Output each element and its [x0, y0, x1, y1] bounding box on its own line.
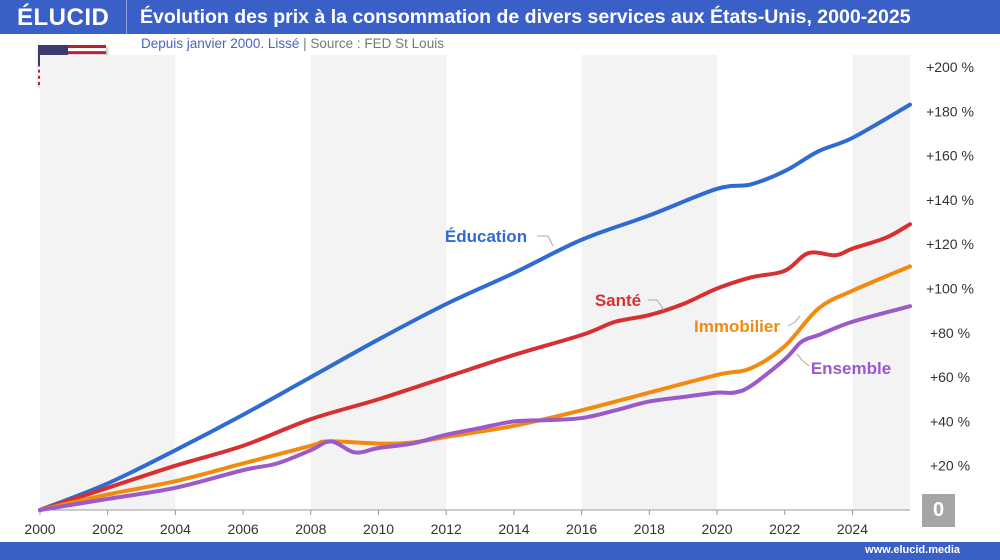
footer-bar: www.elucid.media — [0, 542, 1000, 560]
y-tick-label: +20 % — [930, 458, 970, 474]
header-bar: ÉLUCID Évolution des prix à la consommat… — [0, 0, 1000, 34]
series-label: Éducation — [445, 227, 527, 246]
series-label: Santé — [595, 291, 641, 310]
y-tick-label: +60 % — [930, 369, 970, 385]
x-tick-label: 2018 — [634, 521, 665, 537]
x-tick-label: 2008 — [295, 521, 326, 537]
chart-subtitle: Depuis janvier 2000. Lissé | Source : FE… — [141, 36, 444, 51]
background-band — [40, 55, 176, 510]
label-leader-line — [796, 353, 810, 367]
y-tick-label: +100 % — [926, 281, 974, 297]
y-tick-label: +200 % — [926, 59, 974, 75]
y-tick-label: +40 % — [930, 413, 970, 429]
x-tick-label: 2024 — [837, 521, 868, 537]
label-leader-line — [787, 315, 801, 327]
label-leader-line — [648, 299, 665, 311]
x-tick-label: 2014 — [498, 521, 529, 537]
label-leader-line — [537, 235, 554, 247]
subtitle-separator: | — [303, 36, 307, 51]
series-line-ensemble — [38, 304, 912, 512]
x-tick-label: 2004 — [160, 521, 191, 537]
zero-badge: 0 — [922, 494, 955, 527]
series-label: Ensemble — [811, 359, 891, 378]
elucid-logo: ÉLUCID — [17, 4, 110, 31]
series-label: Immobilier — [694, 317, 780, 336]
x-tick-label: 2016 — [566, 521, 597, 537]
series-line-éducation — [38, 102, 912, 512]
x-tick-label: 2002 — [92, 521, 123, 537]
x-tick-label: 2012 — [431, 521, 462, 537]
source-text: Source : FED St Louis — [310, 36, 444, 51]
x-tick-label: 2000 — [24, 521, 55, 537]
y-tick-label: +140 % — [926, 192, 974, 208]
footer-url[interactable]: www.elucid.media — [865, 544, 960, 556]
y-tick-label: +120 % — [926, 236, 974, 252]
series-line-immobilier — [38, 264, 912, 512]
background-band — [310, 55, 447, 510]
series-line-santé — [38, 222, 912, 512]
y-tick-label: +180 % — [926, 103, 974, 119]
x-tick-label: 2020 — [701, 521, 732, 537]
header-separator — [126, 0, 127, 34]
x-tick-label: 2006 — [228, 521, 259, 537]
y-tick-label: +80 % — [930, 325, 970, 341]
subtitle-text: Depuis janvier 2000. Lissé — [141, 36, 300, 51]
x-tick-label: 2022 — [769, 521, 800, 537]
x-tick-label: 2010 — [363, 521, 394, 537]
chart-title: Évolution des prix à la consommation de … — [140, 6, 911, 28]
background-band — [581, 55, 718, 510]
y-tick-label: +160 % — [926, 148, 974, 164]
